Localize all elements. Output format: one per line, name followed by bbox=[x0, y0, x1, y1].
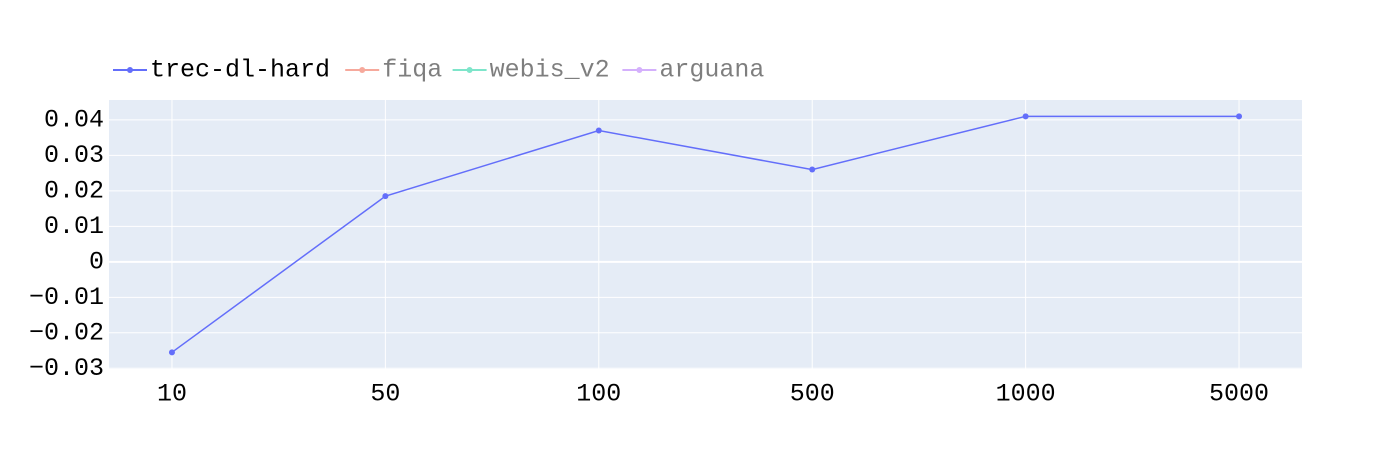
legend-marker bbox=[359, 67, 366, 73]
line bbox=[171, 115, 1240, 353]
point bbox=[382, 193, 389, 200]
y-tick-label: −0.01 bbox=[29, 283, 104, 312]
legend-label: fiqa bbox=[382, 56, 442, 85]
y-tick-label: −0.02 bbox=[29, 318, 104, 347]
y-tick-label: 0.03 bbox=[44, 141, 104, 170]
x-tick-label: 5000 bbox=[1209, 380, 1269, 409]
y-tick-label: −0.03 bbox=[29, 354, 104, 383]
plot-area bbox=[109, 100, 1302, 369]
point bbox=[1022, 113, 1029, 120]
y-tick-label: 0.04 bbox=[44, 105, 104, 134]
x-tick-label: 100 bbox=[576, 380, 621, 409]
legend-label: webis_v2 bbox=[490, 56, 610, 85]
x-tick-label: 1000 bbox=[996, 380, 1056, 409]
legend-item[interactable]: arguana bbox=[622, 56, 764, 85]
x-tick-label: 50 bbox=[370, 380, 400, 409]
y-tick-label: 0.01 bbox=[44, 212, 104, 241]
point bbox=[168, 349, 175, 356]
x-tick-label: 10 bbox=[157, 380, 187, 409]
legend-item[interactable]: fiqa bbox=[345, 56, 442, 85]
legend-label: trec-dl-hard bbox=[150, 56, 330, 85]
legend-marker bbox=[636, 67, 643, 73]
y-tick-label: 0 bbox=[89, 247, 104, 276]
legend-label: arguana bbox=[659, 56, 764, 85]
legend-item[interactable]: webis_v2 bbox=[452, 56, 610, 85]
legend-marker bbox=[466, 67, 473, 73]
y-tick-label: 0.02 bbox=[44, 176, 104, 205]
legend-item[interactable]: trec-dl-hard bbox=[113, 56, 330, 85]
point bbox=[809, 166, 816, 173]
point bbox=[595, 127, 602, 134]
x-tick-label: 500 bbox=[790, 380, 835, 409]
point bbox=[1236, 113, 1243, 120]
legend-marker bbox=[127, 67, 133, 73]
